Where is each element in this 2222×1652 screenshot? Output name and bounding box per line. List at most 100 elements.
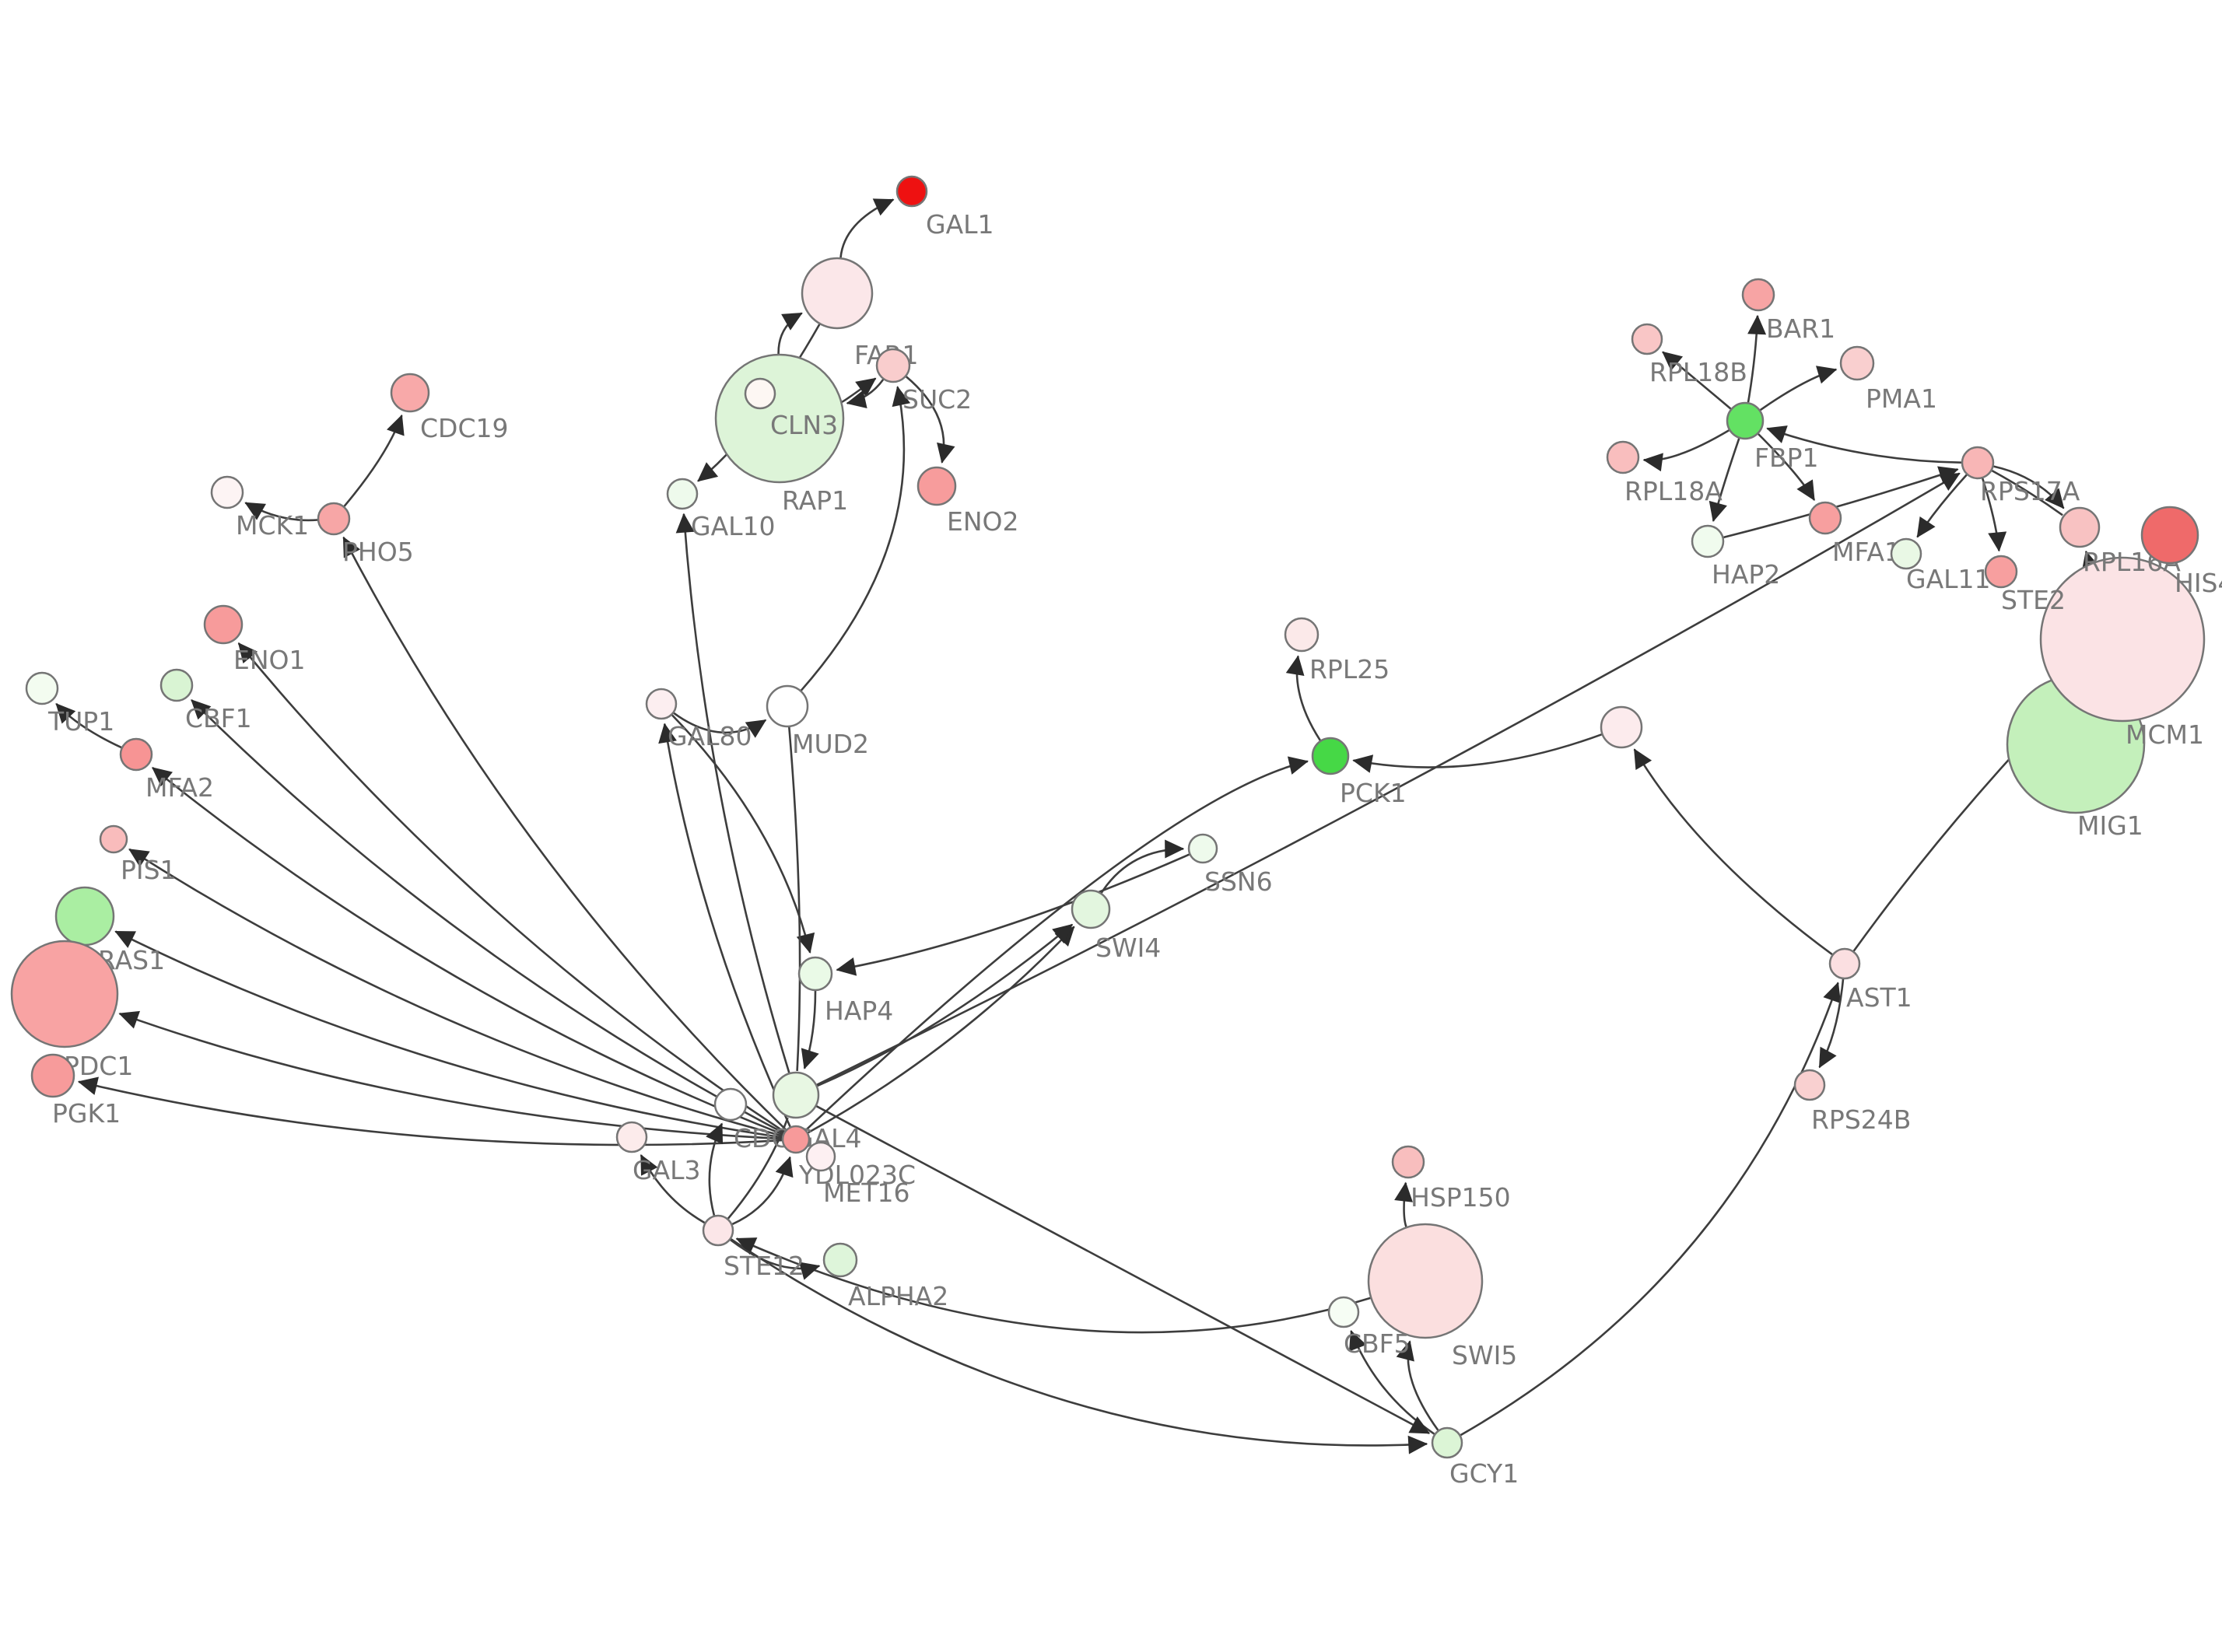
edge-RPS17A-RPL16A[interactable]: [1993, 465, 2065, 509]
node-GAL10[interactable]: [666, 478, 699, 510]
edge-YDL023C-CBF1[interactable]: [191, 699, 784, 1134]
edge-FBP1-MFA1[interactable]: [1758, 433, 1816, 501]
edge-FBP1-PMA1[interactable]: [1759, 366, 1838, 411]
node-ALPHA2[interactable]: [822, 1242, 858, 1278]
edge-FBP1-HAP2[interactable]: [1709, 438, 1740, 523]
node-TUP1[interactable]: [25, 671, 59, 705]
node-AST1[interactable]: [1828, 947, 1861, 980]
node-STE12[interactable]: [702, 1214, 734, 1247]
edge-YDL023C-SWI4[interactable]: [808, 926, 1075, 1134]
node-FBP1[interactable]: [1726, 401, 1765, 440]
node-RPL18B[interactable]: [1631, 323, 1663, 355]
edge-MUD2-SUC2[interactable]: [800, 386, 911, 691]
node-CBF1[interactable]: [159, 668, 194, 702]
node-PMA1[interactable]: [1839, 345, 1875, 381]
edge-STE12-GAL3[interactable]: [640, 1153, 706, 1224]
edge-YDL023C-GAL80[interactable]: [658, 723, 791, 1128]
edge-RPS17A-GAL11[interactable]: [1916, 474, 1968, 538]
node-STE2[interactable]: [1984, 555, 2018, 589]
node-GAL80[interactable]: [645, 688, 678, 720]
edge-STE12-ALPHA2[interactable]: [730, 1239, 821, 1280]
edge-MUD2-GAL4[interactable]: [788, 726, 801, 1072]
node-HIS4[interactable]: [2140, 506, 2199, 565]
node-RPS17A[interactable]: [1961, 446, 1995, 480]
node-RPL16A[interactable]: [2059, 506, 2101, 548]
edge-GAL4-RPS17A[interactable]: [816, 472, 1961, 1086]
node-SWI5[interactable]: [1367, 1223, 1484, 1339]
edge-GAL4-GCY1[interactable]: [815, 1105, 1431, 1434]
edge-YDL023C-MFA2[interactable]: [152, 766, 783, 1136]
edge-STE12-CDC6[interactable]: [706, 1122, 724, 1216]
node-CLN3[interactable]: [744, 377, 776, 410]
edge-AST1-NODE1[interactable]: [1633, 748, 1833, 956]
node-GAL11[interactable]: [1890, 537, 1922, 570]
edge-RPS17A-STE2[interactable]: [1981, 478, 2007, 552]
node-FAR1[interactable]: [801, 257, 874, 330]
node-MCM1[interactable]: [2039, 556, 2206, 723]
node-SWI4[interactable]: [1071, 889, 1111, 929]
node-CDC19[interactable]: [390, 373, 430, 413]
node-MCK1[interactable]: [210, 475, 244, 509]
node-GAL3[interactable]: [615, 1121, 648, 1153]
edge-YDL023C-PCK1[interactable]: [805, 756, 1309, 1131]
edge-YDL023C-PDC1[interactable]: [118, 1010, 783, 1140]
edge-YDL023C-PHO5[interactable]: [342, 536, 787, 1131]
edge-FBP1-RPL18B[interactable]: [1662, 351, 1732, 410]
edge-PCK1-RPL25[interactable]: [1285, 655, 1321, 741]
node-SSN6[interactable]: [1187, 833, 1218, 864]
edge-GCY1-AST1[interactable]: [1460, 982, 1842, 1437]
edge-YDL023C-ENO1[interactable]: [237, 642, 785, 1133]
node-YDL023C[interactable]: [781, 1125, 811, 1154]
edge-RAP1-SUC2[interactable]: [841, 377, 877, 403]
edge-MFA2-TUP1[interactable]: [55, 702, 122, 749]
edge-HAP4-GAL4[interactable]: [801, 990, 819, 1069]
edge-SUC2-ENO2[interactable]: [905, 376, 955, 464]
node-CDC6[interactable]: [713, 1087, 748, 1122]
node-ENO2[interactable]: [916, 466, 957, 506]
edge-GAL4-GAL10[interactable]: [675, 513, 790, 1073]
node-MFA1[interactable]: [1808, 501, 1842, 535]
edge-PHO5-CDC19[interactable]: [343, 414, 405, 507]
edge-YDL023C-PIS1[interactable]: [128, 848, 783, 1137]
edge-RPS17A-RPL16A[interactable]: [1991, 469, 2063, 516]
edge-YDL023C-PGK1[interactable]: [77, 1076, 783, 1146]
edge-FAR1-GAL1[interactable]: [839, 198, 895, 258]
edge-GCY1-SWI5[interactable]: [1396, 1340, 1439, 1431]
node-MUD2[interactable]: [766, 684, 809, 728]
node-MFA2[interactable]: [119, 737, 153, 772]
node-PDC1[interactable]: [10, 940, 119, 1048]
node-PHO5[interactable]: [317, 502, 351, 536]
edge-RPS17A-FBP1[interactable]: [1766, 425, 1962, 464]
node-CBF5[interactable]: [1327, 1296, 1360, 1328]
node-HAP2[interactable]: [1691, 524, 1725, 558]
node-ENO1[interactable]: [203, 604, 244, 645]
edge-SWI5-HSP150[interactable]: [1394, 1181, 1413, 1227]
node-RPS24B[interactable]: [1793, 1069, 1826, 1101]
node-NODE1[interactable]: [1600, 705, 1643, 749]
node-HSP150[interactable]: [1391, 1145, 1425, 1179]
node-RAS1[interactable]: [54, 886, 115, 947]
edge-SWI4-SSN6[interactable]: [1100, 839, 1185, 894]
edge-AST1-RPS24B[interactable]: [1818, 978, 1845, 1069]
edge-SUC2-RAP1[interactable]: [846, 379, 885, 409]
node-GCY1[interactable]: [1431, 1426, 1463, 1459]
edge-GAL4-SWI4[interactable]: [816, 923, 1074, 1087]
node-SUC2[interactable]: [875, 348, 911, 383]
node-RPL18A[interactable]: [1606, 440, 1640, 474]
node-BAR1[interactable]: [1741, 278, 1775, 312]
edge-FBP1-BAR1[interactable]: [1747, 314, 1767, 403]
edge-STE12-GCY1[interactable]: [730, 1238, 1428, 1454]
node-GAL1[interactable]: [895, 175, 928, 208]
edge-HAP2-RPS17A[interactable]: [1723, 466, 1959, 539]
edge-PHO5-MCK1[interactable]: [244, 502, 318, 522]
edge-STE12-YDL023C[interactable]: [731, 1156, 794, 1226]
node-PCK1[interactable]: [1311, 737, 1350, 775]
edge-SWI5-STE12[interactable]: [735, 1237, 1371, 1334]
node-RPL25[interactable]: [1284, 617, 1320, 653]
edge-RAP1-FAR1[interactable]: [777, 312, 803, 355]
edge-GAL80-MUD2[interactable]: [673, 712, 767, 738]
node-PGK1[interactable]: [30, 1053, 75, 1098]
edge-FBP1-RPL18A[interactable]: [1642, 429, 1730, 472]
edge-YDL023C-RAS1[interactable]: [114, 930, 783, 1139]
node-HAP4[interactable]: [797, 956, 833, 992]
